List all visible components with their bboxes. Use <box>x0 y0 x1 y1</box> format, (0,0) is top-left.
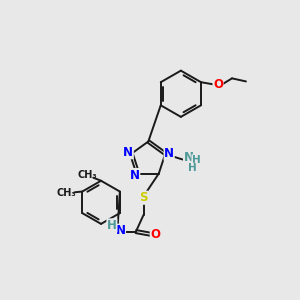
Text: O: O <box>150 228 160 241</box>
Text: N: N <box>184 151 194 164</box>
Text: H: H <box>188 164 197 173</box>
Text: H: H <box>192 155 201 165</box>
Text: N: N <box>164 147 174 160</box>
Text: N: N <box>123 146 133 159</box>
Text: S: S <box>140 191 148 204</box>
Text: N: N <box>116 224 125 237</box>
Text: H: H <box>107 219 117 232</box>
Text: CH₃: CH₃ <box>77 169 97 180</box>
Text: N: N <box>130 169 140 182</box>
Text: O: O <box>213 78 223 91</box>
Text: CH₃: CH₃ <box>57 188 76 198</box>
